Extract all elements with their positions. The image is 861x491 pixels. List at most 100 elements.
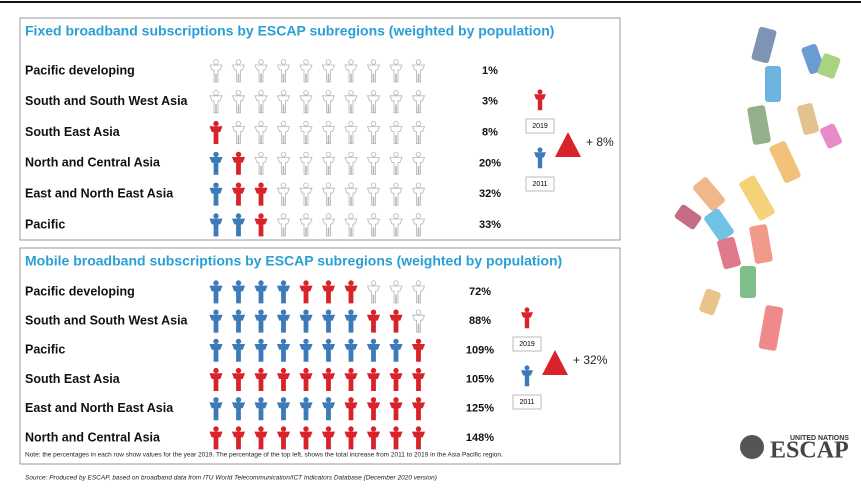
icon-body (534, 94, 546, 111)
icon-head (348, 426, 354, 432)
icon-body (521, 370, 533, 387)
person-icon (411, 151, 426, 175)
person-icon (366, 397, 381, 421)
person-icon (366, 309, 381, 333)
person-icon (231, 151, 246, 175)
icon-body (299, 344, 313, 362)
person-icon (366, 280, 381, 304)
icon-body (209, 126, 223, 144)
icon-body (276, 218, 291, 237)
fixed-panel (19, 17, 621, 241)
icon-head (258, 367, 264, 374)
icon-body (299, 218, 313, 237)
row-label: Pacific developing (25, 284, 135, 298)
person-icon (254, 367, 268, 391)
icon-body (209, 187, 223, 206)
person-icon (231, 213, 246, 237)
icon-head (235, 309, 242, 315)
icon-head (258, 151, 264, 158)
person-icon (366, 151, 381, 175)
icon-body (366, 126, 381, 144)
icon-head (303, 309, 309, 315)
icon-head (235, 213, 242, 219)
person-icon (231, 397, 246, 421)
icon-head (235, 367, 242, 374)
icon-head (325, 213, 332, 219)
logo-name: ESCAP (770, 438, 849, 464)
person-icon (209, 59, 223, 83)
person-icon (254, 59, 268, 83)
person-icon (299, 426, 313, 450)
icon-head (348, 59, 354, 65)
icon-head (348, 397, 354, 403)
row-value: 3% (482, 96, 498, 108)
icon-head (258, 338, 264, 345)
icon-head (213, 90, 219, 96)
icon-body (276, 126, 291, 144)
person-icon (411, 397, 426, 421)
legend-box (512, 394, 542, 410)
icon-head (303, 120, 309, 127)
icon-head (258, 426, 264, 432)
icon-body (389, 314, 403, 333)
icon-body (209, 314, 223, 333)
icon-head (325, 90, 332, 96)
icon-head (415, 367, 422, 374)
legend-2011: 2011 (532, 181, 547, 188)
mobile-panel (19, 247, 621, 465)
icon-head (303, 426, 309, 432)
icon-head (280, 309, 287, 315)
icon-body (209, 157, 223, 175)
person-icon (321, 182, 336, 206)
row-label: North and Central Asia (25, 430, 161, 444)
icon-body (231, 431, 246, 450)
icon-body (344, 431, 358, 450)
row-label: South East Asia (25, 125, 121, 139)
icon-head (325, 338, 332, 345)
person-icon (344, 280, 358, 304)
increase-triangle (542, 350, 568, 375)
icon-body (411, 126, 426, 144)
person-icon (521, 307, 533, 329)
person-icon (299, 182, 313, 206)
person-icon (231, 309, 246, 333)
icon-body (411, 187, 426, 206)
icon-head (415, 90, 422, 96)
row-value: 105% (466, 374, 494, 386)
icon-body (344, 285, 358, 304)
icon-head (393, 182, 399, 188)
icon-body (276, 64, 291, 83)
icon-body (389, 431, 403, 450)
icon-body (321, 285, 336, 304)
icon-head (235, 280, 242, 286)
icon-head (235, 397, 242, 403)
person-icon (389, 426, 403, 450)
person-icon (321, 426, 336, 450)
row-value: 72% (469, 286, 491, 298)
icon-body (231, 402, 246, 421)
icon-body (344, 126, 358, 144)
person-icon (411, 338, 426, 362)
icon-head (393, 120, 399, 127)
person-icon (366, 90, 381, 114)
person-icon (344, 120, 358, 144)
icon-head (348, 309, 354, 315)
person-icon (299, 280, 313, 304)
icon-head (213, 59, 219, 65)
icon-head (280, 338, 287, 345)
icon-body (389, 373, 403, 391)
icon-head (348, 120, 354, 127)
icon-head (303, 280, 309, 286)
row-value: 33% (479, 219, 501, 231)
icon-head (213, 280, 219, 286)
icon-head (280, 397, 287, 403)
icon-body (321, 187, 336, 206)
person-icon (254, 338, 268, 362)
icon-head (258, 397, 264, 403)
icon-head (325, 151, 332, 158)
icon-body (254, 285, 268, 304)
person-icon (344, 426, 358, 450)
legend-2019: 2019 (532, 123, 548, 130)
person-icon (209, 90, 223, 114)
icon-body (299, 95, 313, 114)
